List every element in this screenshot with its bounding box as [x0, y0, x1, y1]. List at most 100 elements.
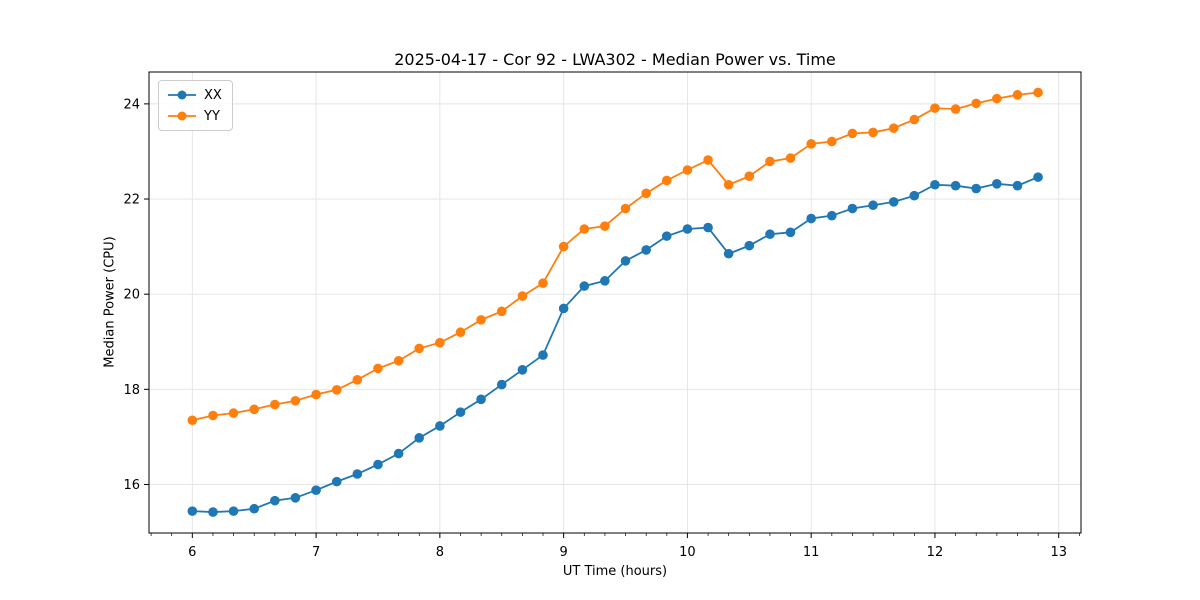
data-point-yy — [476, 315, 486, 325]
data-point-yy — [847, 128, 858, 139]
data-point-xx — [661, 231, 672, 241]
data-point-yy — [971, 98, 981, 109]
data-point-xx — [393, 448, 404, 459]
data-point-xx — [476, 394, 486, 405]
data-point-yy — [373, 363, 383, 374]
data-point-xx — [496, 379, 507, 390]
series-line-yy — [192, 91, 1039, 422]
data-point-xx — [187, 506, 198, 516]
data-point-xx — [373, 459, 383, 470]
data-point-yy — [517, 291, 528, 301]
data-point-yy — [785, 153, 796, 163]
data-point-xx — [744, 240, 755, 251]
x-tick-label: 11 — [803, 545, 820, 560]
x-tick-label: 9 — [559, 545, 567, 560]
data-point-yy — [950, 104, 961, 114]
data-point-yy — [620, 203, 631, 214]
data-point-xx — [827, 210, 837, 221]
data-point-xx — [579, 281, 590, 291]
legend-line-sample-icon — [168, 111, 196, 121]
legend-label-yy: YY — [204, 108, 220, 124]
y-tick-label: 22 — [123, 193, 140, 208]
data-point-yy — [888, 123, 899, 133]
data-point-xx — [703, 222, 713, 233]
data-point-yy — [930, 103, 940, 113]
data-point-yy — [208, 410, 218, 421]
data-point-yy — [228, 408, 239, 418]
x-tick-label: 10 — [679, 545, 696, 560]
data-point-xx — [930, 179, 940, 190]
data-point-yy — [723, 179, 734, 190]
legend: XX YY — [158, 80, 233, 131]
data-point-xx — [414, 433, 424, 443]
data-point-xx — [888, 197, 899, 207]
data-point-xx — [992, 179, 1002, 189]
data-point-xx — [228, 506, 239, 516]
legend-line-sample-icon — [168, 90, 196, 100]
data-point-yy — [600, 221, 610, 231]
data-point-yy — [455, 327, 466, 338]
data-point-xx — [1012, 180, 1023, 191]
data-point-yy — [744, 171, 755, 181]
data-point-yy — [331, 384, 342, 395]
data-point-yy — [496, 306, 507, 317]
data-point-xx — [290, 492, 301, 503]
data-point-xx — [1033, 172, 1043, 182]
data-point-xx — [868, 200, 878, 211]
y-tick-label: 20 — [123, 288, 140, 303]
data-point-xx — [600, 276, 610, 286]
y-tick-label: 24 — [123, 97, 140, 112]
data-point-yy — [558, 241, 569, 252]
data-point-yy — [641, 188, 651, 199]
data-point-xx — [517, 365, 528, 375]
data-point-yy — [827, 136, 837, 147]
data-point-yy — [538, 278, 548, 289]
chart-title: 2025-04-17 - Cor 92 - LWA302 - Median Po… — [394, 50, 836, 69]
data-point-yy — [661, 175, 672, 186]
data-point-xx — [765, 229, 775, 240]
data-point-xx — [806, 213, 816, 224]
y-tick-label: 16 — [123, 478, 140, 493]
data-point-yy — [909, 114, 920, 125]
data-point-xx — [249, 503, 260, 514]
x-tick-label: 13 — [1050, 545, 1067, 560]
data-point-yy — [703, 155, 713, 165]
data-point-yy — [435, 337, 445, 348]
data-point-xx — [847, 203, 858, 214]
plot-border — [148, 71, 1082, 534]
x-tick-label: 8 — [436, 545, 444, 560]
data-point-xx — [435, 421, 445, 431]
data-point-yy — [1012, 90, 1023, 100]
series-line-xx — [192, 176, 1039, 513]
x-tick-label: 12 — [927, 545, 944, 560]
x-axis-label: UT Time (hours) — [562, 564, 668, 579]
data-point-xx — [971, 183, 981, 194]
data-point-yy — [290, 395, 301, 406]
y-axis-label: Median Power (CPU) — [102, 236, 118, 368]
legend-label-xx: XX — [204, 87, 222, 103]
data-point-yy — [1033, 87, 1043, 98]
data-point-xx — [331, 476, 342, 487]
data-point-xx — [785, 227, 796, 238]
data-point-xx — [538, 350, 548, 360]
data-point-yy — [352, 375, 363, 385]
data-point-yy — [806, 139, 816, 149]
data-point-xx — [558, 303, 569, 314]
x-tick-label: 6 — [188, 545, 196, 560]
data-point-xx — [208, 507, 218, 517]
data-point-xx — [455, 407, 466, 417]
data-point-yy — [187, 415, 198, 426]
y-tick-label: 18 — [123, 383, 140, 398]
data-point-yy — [992, 93, 1002, 104]
data-point-yy — [270, 399, 280, 410]
legend-item-xx: XX — [167, 86, 222, 104]
data-point-xx — [311, 485, 321, 495]
legend-item-yy: YY — [167, 107, 222, 125]
data-point-yy — [682, 165, 693, 175]
data-point-xx — [620, 256, 631, 266]
data-point-xx — [682, 224, 693, 234]
data-point-yy — [765, 156, 775, 167]
data-point-xx — [909, 190, 920, 201]
